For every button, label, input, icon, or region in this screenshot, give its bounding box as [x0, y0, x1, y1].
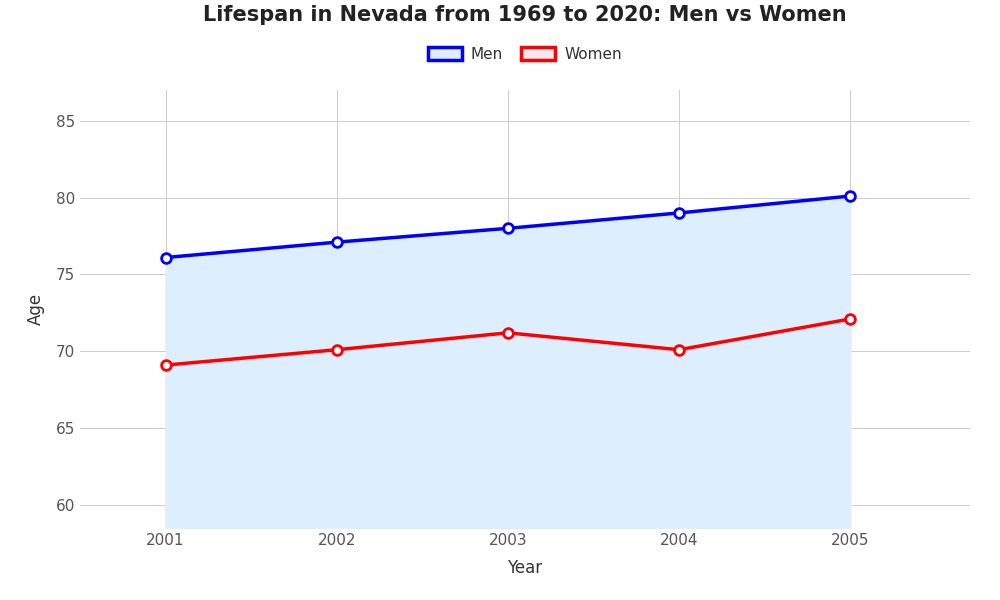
Title: Lifespan in Nevada from 1969 to 2020: Men vs Women: Lifespan in Nevada from 1969 to 2020: Me… [203, 5, 847, 25]
Y-axis label: Age: Age [27, 293, 45, 325]
Legend: Men, Women: Men, Women [422, 41, 628, 68]
X-axis label: Year: Year [507, 559, 543, 577]
